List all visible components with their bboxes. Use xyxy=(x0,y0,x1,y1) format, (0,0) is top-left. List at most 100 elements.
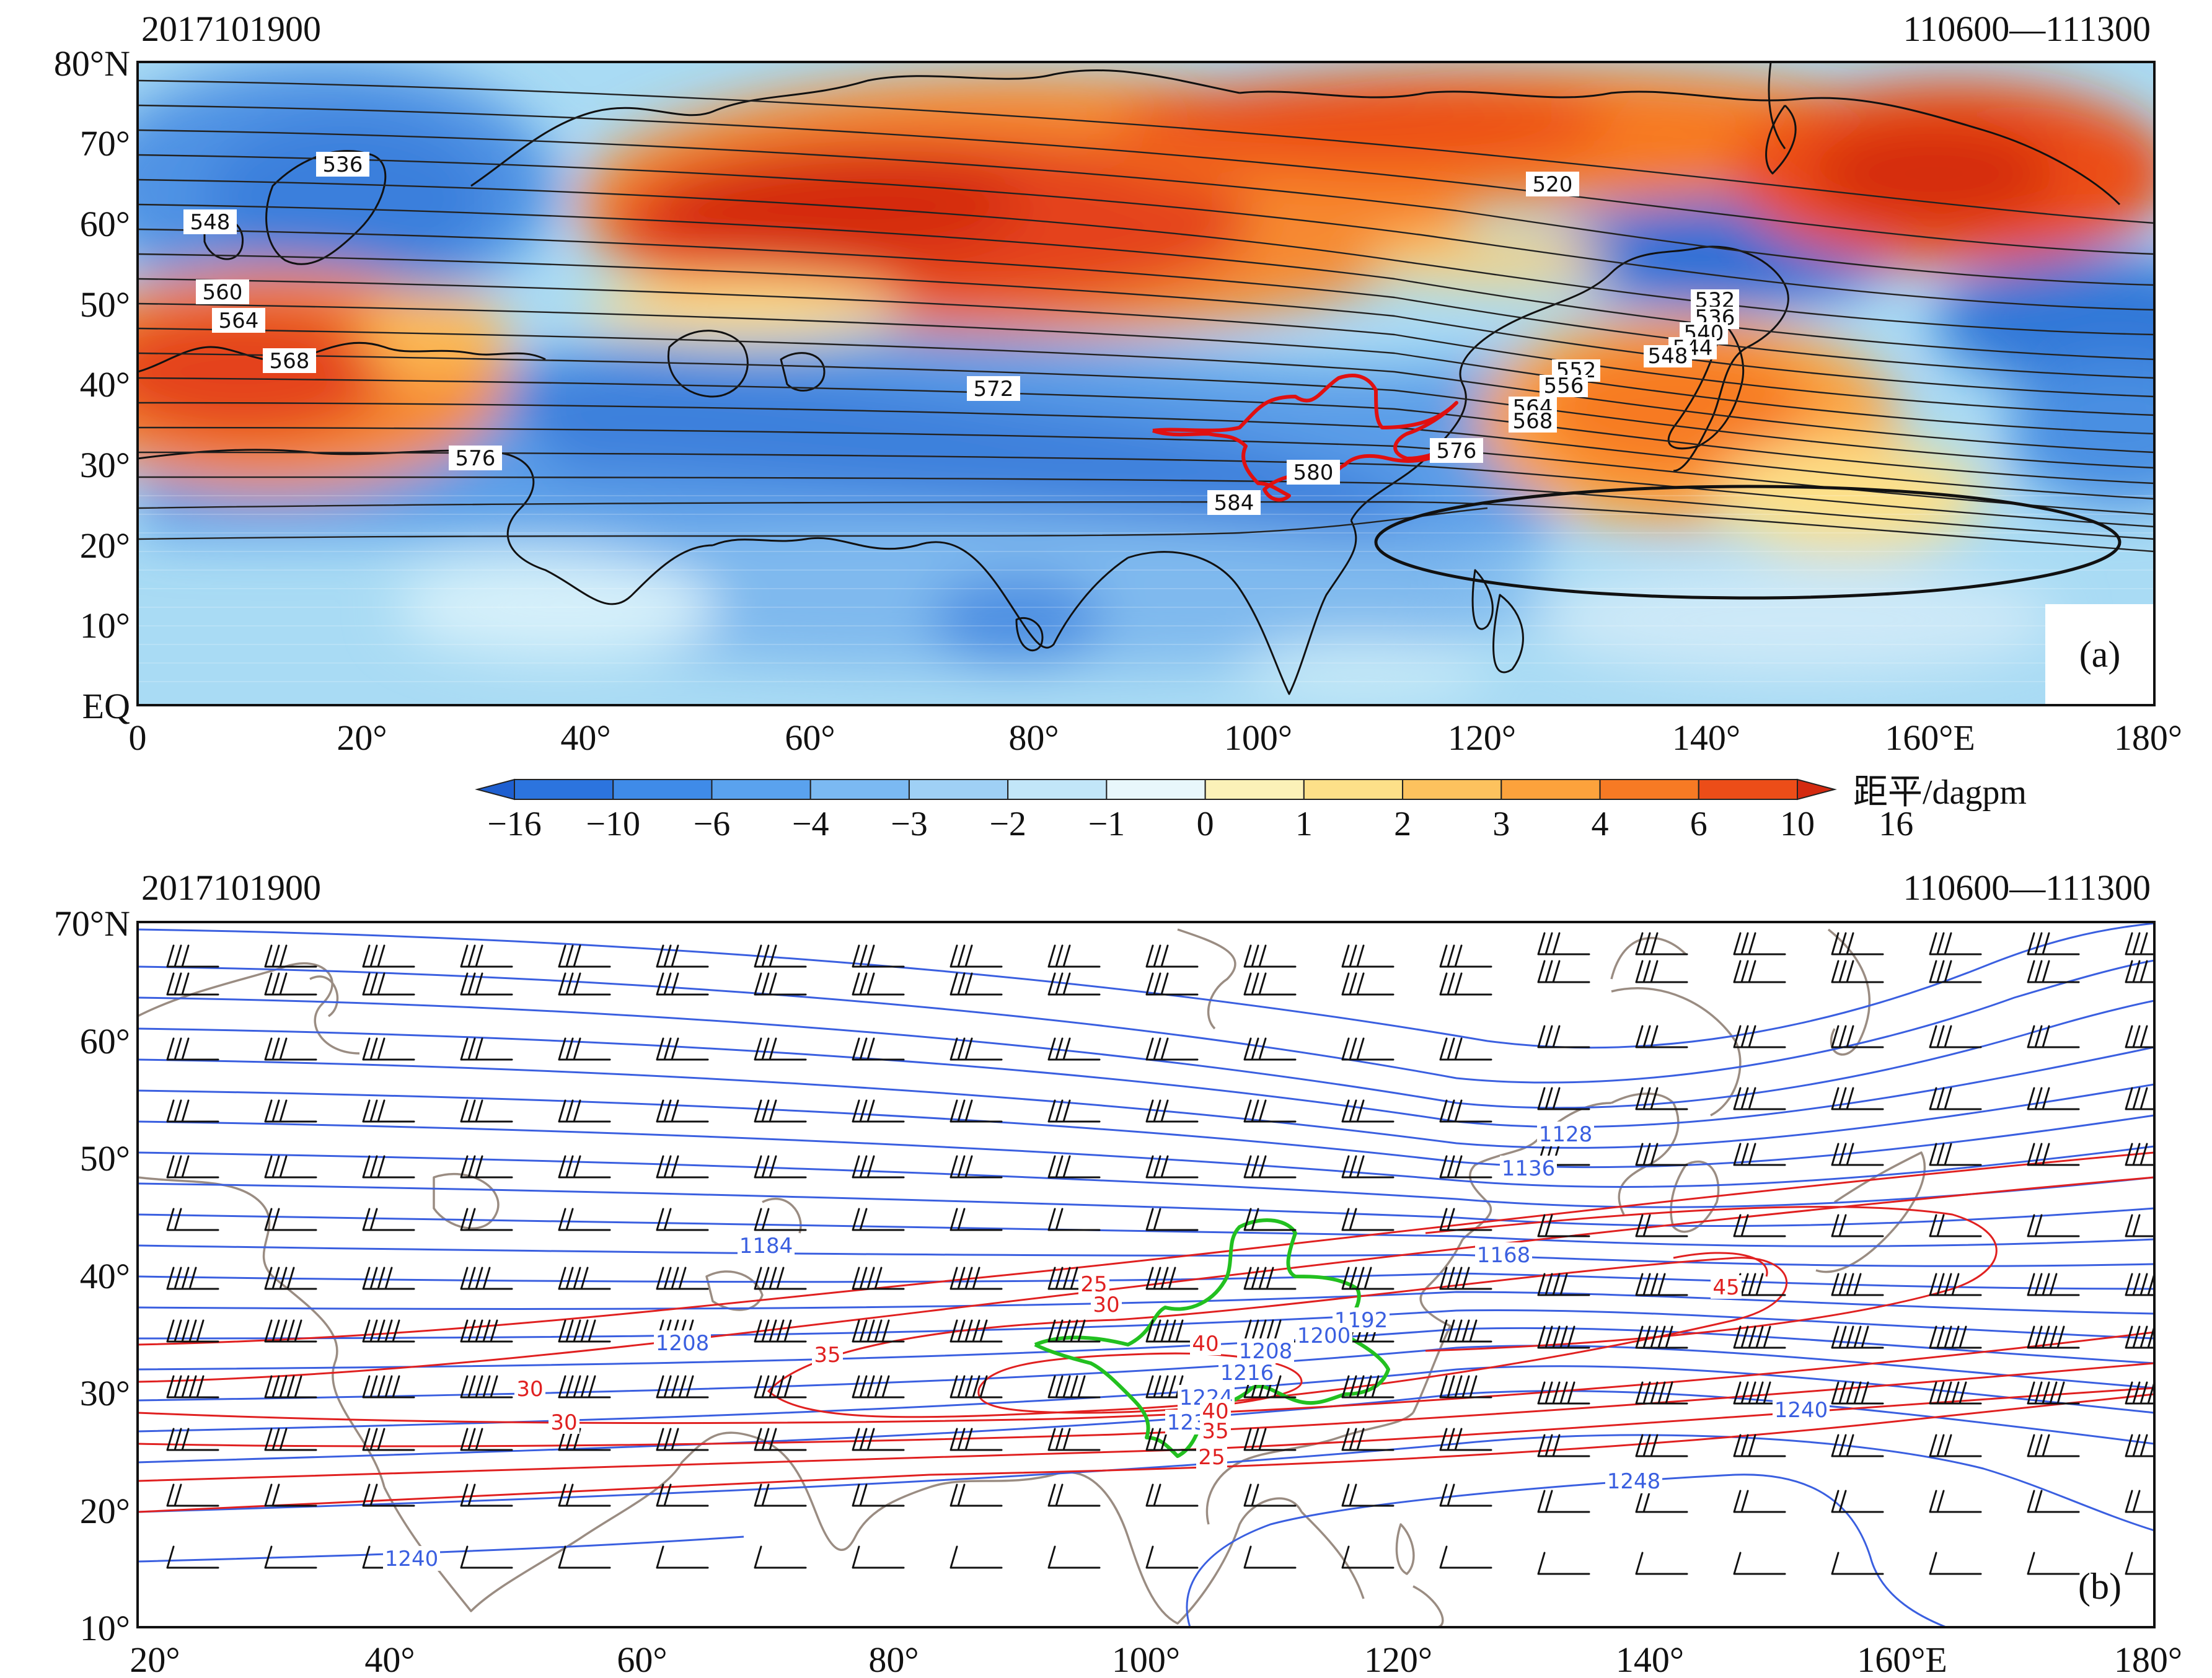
wind-barb xyxy=(1733,960,1786,983)
contour-588-ellipse xyxy=(1374,485,2122,600)
wind-barbs xyxy=(166,932,2154,1575)
coastlines-a xyxy=(138,62,2121,695)
svg-text:1184: 1184 xyxy=(739,1234,793,1258)
contour-label: 584 xyxy=(1207,490,1261,516)
wind-barb xyxy=(166,944,219,968)
height-label: 1136 xyxy=(1500,1156,1557,1181)
colorbar-cell xyxy=(514,779,614,800)
wind-barb xyxy=(558,1155,611,1179)
wind-barb xyxy=(1831,1143,1884,1166)
lon-tick: 160°E xyxy=(1857,1640,1947,1678)
wind-barb xyxy=(460,1267,513,1290)
wind-barb xyxy=(166,1428,219,1451)
colorbar-tick: 10 xyxy=(1780,805,1815,843)
height-label: 1240 xyxy=(383,1546,440,1571)
colorbar-cell xyxy=(809,779,910,800)
contour-label: 564 xyxy=(212,308,265,333)
wind-barb xyxy=(656,1375,709,1399)
height-label: 1168 xyxy=(1475,1242,1532,1268)
lat-tick: 50° xyxy=(80,1138,130,1179)
contour-labels-a: 536 548 560 564 568 576 572 580 584 576 … xyxy=(183,152,1739,516)
wind-barb xyxy=(166,1099,219,1123)
wind-barb xyxy=(1831,1490,1884,1513)
wind-barb xyxy=(1831,1273,1884,1296)
wind-barb xyxy=(852,1545,905,1569)
wind-barb xyxy=(1341,1155,1395,1179)
wind-barb xyxy=(1243,972,1297,996)
wind-barb xyxy=(1537,1087,1590,1110)
wind-barb xyxy=(166,1375,219,1399)
wind-barb xyxy=(1831,1025,1884,1048)
colorbar-tick: 6 xyxy=(1690,805,1707,843)
wind-barb xyxy=(2125,960,2154,983)
wind-barb xyxy=(1929,1381,1982,1405)
wind-barb xyxy=(1635,1087,1688,1110)
wind-barb xyxy=(1341,972,1395,996)
svg-text:45: 45 xyxy=(1712,1275,1739,1300)
colorbar-cell xyxy=(711,779,811,800)
wind-barb xyxy=(754,1267,807,1290)
wind-barb xyxy=(2125,1434,2154,1457)
panel-b-lon-axis: 20° 40° 60° 80° 100° 120° 140° 160°E 180… xyxy=(130,1640,2182,1678)
wind-barb xyxy=(1635,1273,1688,1296)
wind-barb xyxy=(754,1099,807,1123)
wind-barb xyxy=(950,1267,1003,1290)
svg-text:548: 548 xyxy=(1648,344,1688,369)
wind-barb xyxy=(1243,1155,1297,1179)
wind-barb xyxy=(362,1208,415,1231)
svg-text:584: 584 xyxy=(1214,491,1254,516)
wind-barb xyxy=(1635,1214,1688,1237)
height-label: 1128 xyxy=(1537,1122,1594,1147)
panel-a-map xyxy=(138,62,2154,705)
wind-barb xyxy=(362,1267,415,1290)
wind-barb xyxy=(2125,1490,2154,1513)
wind-barb xyxy=(1341,944,1395,968)
colorbar-tick: −10 xyxy=(586,805,640,843)
wind-barb xyxy=(1243,1545,1297,1569)
wind-barb xyxy=(950,1375,1003,1399)
wind-barb xyxy=(1929,1025,1982,1048)
lat-tick: 20° xyxy=(80,1491,130,1531)
wind-barb xyxy=(166,1267,219,1290)
lon-tick: 80° xyxy=(868,1640,919,1678)
wind-barb xyxy=(264,972,317,996)
svg-text:520: 520 xyxy=(1533,172,1573,197)
wind-barb xyxy=(1047,1155,1101,1179)
wind-barb xyxy=(1635,1490,1688,1513)
panel-b-map xyxy=(138,922,2154,1627)
wind-barb xyxy=(950,972,1003,996)
wind-barb xyxy=(1145,1428,1199,1451)
wind-barb xyxy=(264,1037,317,1061)
wind-barb xyxy=(1929,932,1982,955)
wind-barb xyxy=(1439,1319,1492,1343)
wind-barb xyxy=(1929,960,1982,983)
wind-barb xyxy=(1047,944,1101,968)
panel-a-lat-axis: 80°N 70° 60° 50° 40° 30° 20° 10° EQ xyxy=(54,43,130,726)
wind-barb xyxy=(754,1375,807,1399)
svg-text:1240: 1240 xyxy=(1774,1398,1828,1423)
wind-barb xyxy=(754,1037,807,1061)
lat-tick: 10° xyxy=(80,1608,130,1648)
wind-barb xyxy=(460,1099,513,1123)
wind-barb xyxy=(558,1037,611,1061)
contour-label: 548 xyxy=(183,209,237,235)
wind-barb xyxy=(852,1375,905,1399)
wind-barb xyxy=(1635,1143,1688,1166)
wind-barb xyxy=(2027,932,2080,955)
wind-barb xyxy=(1537,932,1590,955)
wind-barb xyxy=(1733,1025,1786,1048)
wind-barb xyxy=(460,944,513,968)
panel-b-lat-axis: 70°N 60° 50° 40° 30° 20° 10° xyxy=(54,903,130,1648)
wind-barb xyxy=(166,972,219,996)
jet-label: 25 xyxy=(1078,1272,1109,1297)
panel-b-time-label: 2017101900 xyxy=(141,868,321,908)
colorbar-tick: −3 xyxy=(891,805,928,843)
wind-barb xyxy=(166,1319,219,1343)
lon-tick: 100° xyxy=(1112,1640,1180,1678)
wind-barb xyxy=(656,1037,709,1061)
height-label: 1216 xyxy=(1218,1360,1276,1386)
wind-barb xyxy=(1047,1099,1101,1123)
wind-barb xyxy=(558,1267,611,1290)
wind-barb xyxy=(1929,1434,1982,1457)
wind-barb xyxy=(1831,1434,1884,1457)
